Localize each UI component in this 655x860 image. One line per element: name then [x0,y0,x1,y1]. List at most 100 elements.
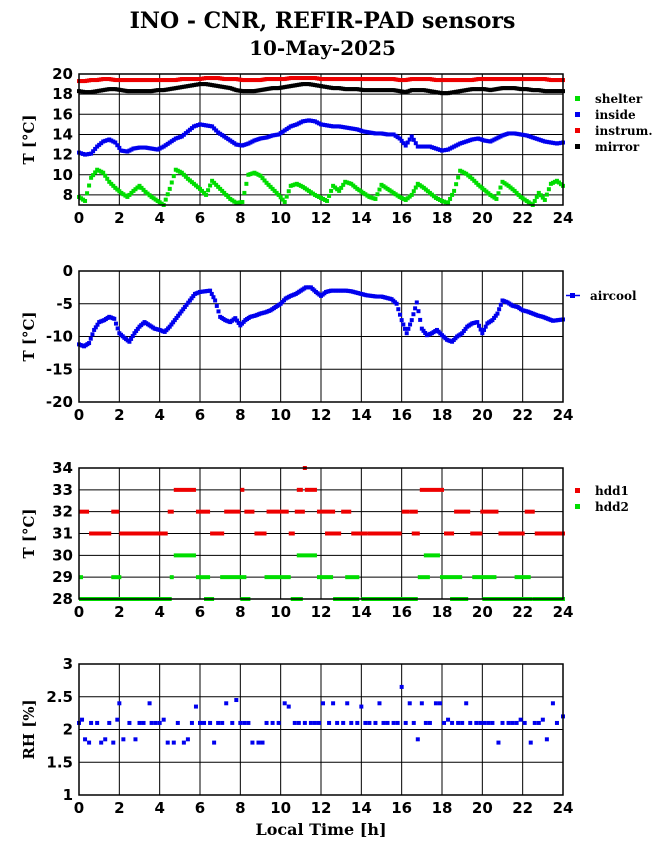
data-point [552,141,557,146]
data-point [395,77,400,82]
data-point [202,123,207,128]
data-point [117,701,122,706]
data-point [500,179,505,184]
data-point [226,137,231,142]
x-tick-label: 6 [195,799,205,817]
data-point [220,188,225,193]
data-point [209,291,214,296]
data-point [242,78,247,83]
data-point [87,183,92,188]
data-point [353,127,358,132]
data-point [270,133,275,138]
data-point [131,188,136,193]
series-shelter [77,167,565,207]
data-point [361,129,366,134]
data-point [351,77,356,82]
data-point [327,77,332,82]
data-point [395,135,400,140]
data-point [367,293,372,298]
data-point [381,77,386,82]
data-point [85,191,90,196]
data-point [359,77,364,82]
data-point [260,77,265,82]
data-point [242,190,247,195]
data-point [198,720,202,725]
data-point [542,77,547,82]
data-point [241,319,246,324]
data-point [95,322,100,327]
data-point [399,89,404,94]
data-point [234,77,239,82]
data-point [333,86,338,91]
data-point [161,329,166,334]
data-point [224,85,229,90]
data-point [312,720,317,725]
data-point [462,170,467,175]
data-point [325,123,330,128]
data-point [238,77,243,82]
data-point [532,720,537,725]
data-point [262,178,267,183]
data-point [189,77,194,82]
data-point [522,720,527,725]
data-point [226,319,231,324]
data-point [236,200,241,205]
data-point [79,89,84,94]
data-point [552,179,557,184]
data-point [198,186,202,191]
data-point [111,87,116,92]
x-tick-label: 10 [270,799,291,817]
data-point [312,288,317,293]
data-point [540,717,545,722]
data-point [123,193,128,198]
data-point [268,86,273,91]
data-point [437,90,442,95]
data-point [373,720,378,725]
data-point [389,132,394,137]
legend-label: hdd2 [595,500,629,514]
data-point [97,88,102,93]
data-point [329,124,334,129]
data-point [542,197,547,202]
data-point [325,77,330,82]
x-tick-label: 6 [195,603,205,621]
data-point [393,192,398,197]
data-point [322,291,327,296]
data-point [88,336,93,341]
y-tick-label: 16 [52,105,73,123]
data-point [191,294,196,299]
data-point [266,77,271,82]
data-point [347,289,352,294]
data-point [91,89,96,94]
data-point [488,139,493,144]
data-point [355,127,360,132]
data-point [185,737,190,742]
data-point [389,88,394,93]
data-point [526,87,531,92]
data-point [111,183,116,188]
data-point [343,77,348,82]
data-point [355,186,360,191]
data-point [129,78,134,83]
data-point [280,85,285,90]
data-point [506,77,511,82]
data-point [496,740,501,745]
data-point [133,187,138,192]
data-point [286,84,291,89]
data-point [514,131,519,136]
data-point [298,82,303,87]
data-point [478,77,483,82]
data-point [212,740,217,745]
data-point [362,292,367,297]
data-point [325,198,330,203]
data-point [518,77,523,82]
data-point [407,701,412,706]
data-point [175,85,180,90]
data-point [444,147,449,152]
data-point [359,189,364,194]
data-point [176,313,181,318]
data-point [415,737,420,742]
data-point [321,122,326,127]
data-point [286,125,291,130]
data-point [155,88,160,93]
